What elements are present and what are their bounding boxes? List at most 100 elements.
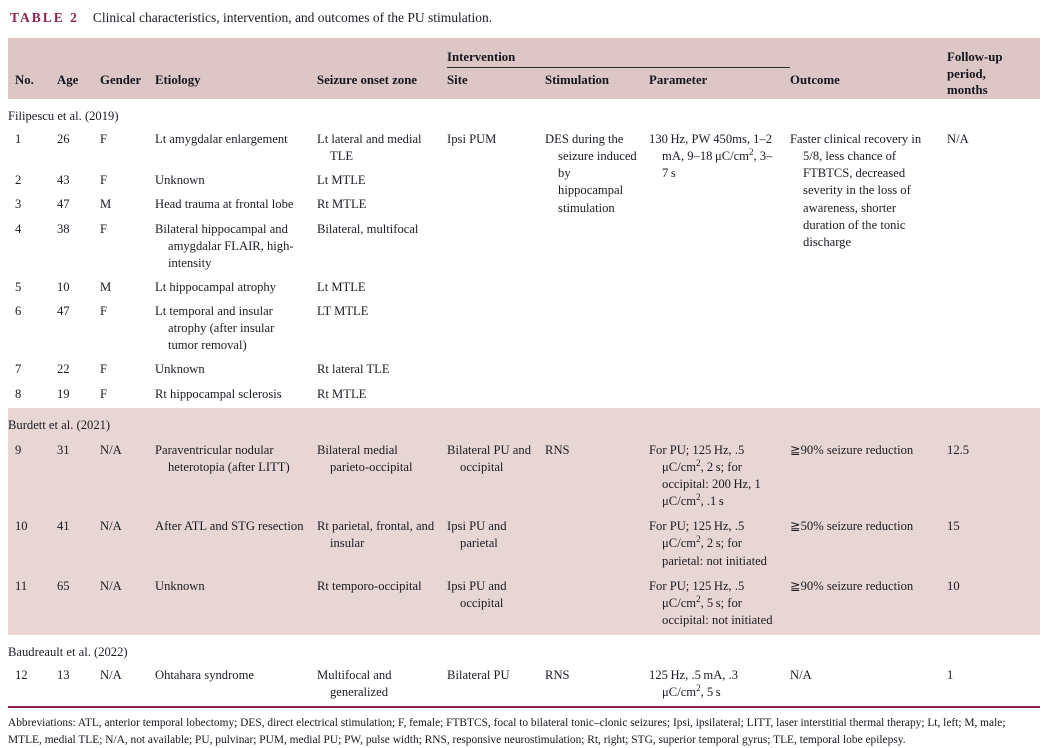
cell-seizure-onset-zone: Lt lateral and medial TLE <box>317 132 422 164</box>
cell-age: 26 <box>57 132 70 146</box>
cell-followup-months: 1 <box>947 668 954 683</box>
cell-etiology: Rt hippocampal sclerosis <box>155 386 282 401</box>
header-outcome: Outcome <box>790 73 840 88</box>
cell-gender: F <box>100 304 108 318</box>
cell-gender: F <box>100 386 108 401</box>
table-row: 2 43 F Unknown Lt MTLE <box>8 170 1040 194</box>
cell-seizure-onset-zone: Rt MTLE <box>317 197 367 212</box>
header-group-row: Intervention Follow-up period, months <box>8 38 1040 97</box>
cell-gender: N/A <box>100 442 122 457</box>
cell-site: Ipsi PU and parietal <box>447 519 507 551</box>
cell-no: 6 <box>15 304 22 318</box>
cell-seizure-onset-zone: Rt MTLE <box>317 386 367 401</box>
cell-age: 19 <box>57 386 70 401</box>
header-stimulation: Stimulation <box>545 73 610 88</box>
cell-etiology: Head trauma at frontal lobe <box>155 197 294 212</box>
cell-seizure-onset-zone: Multifocal and generalized <box>317 668 392 700</box>
cell-etiology: Bilateral hippocampal and amygdalar FLAI… <box>155 221 294 270</box>
cell-site: Ipsi PUM <box>447 132 497 146</box>
cell-stimulation: RNS <box>545 668 570 683</box>
header-site: Site <box>447 73 468 88</box>
table-title: TABLE 2 Clinical characteristics, interve… <box>10 10 1040 26</box>
cell-seizure-onset-zone: Lt MTLE <box>317 173 366 188</box>
cell-age: 13 <box>57 668 70 683</box>
cell-followup-months: 15 <box>947 519 960 534</box>
cell-seizure-onset-zone: LT MTLE <box>317 304 369 318</box>
cell-seizure-onset-zone: Bilateral, multifocal <box>317 221 419 236</box>
cell-age: 38 <box>57 221 70 236</box>
cell-stimulation: DES during the seizure induced by hippoc… <box>545 132 637 215</box>
cell-age: 22 <box>57 362 70 377</box>
cell-etiology: Lt temporal and insular atrophy (after i… <box>155 304 275 353</box>
cell-seizure-onset-zone: Bilateral medial parieto-occipital <box>317 442 413 474</box>
table-section: Burdett et al. (2021) 9 31 N/A Paraventricul… <box>8 407 1041 635</box>
cell-etiology: Ohtahara syndrome <box>155 668 254 683</box>
table-row: 6 47 F Lt temporal and insular atrophy (aft… <box>8 301 1040 359</box>
cell-seizure-onset-zone: Rt lateral TLE <box>317 362 390 377</box>
cell-no: 5 <box>15 279 22 294</box>
cell-gender: N/A <box>100 668 122 683</box>
header-no: No. <box>15 73 34 88</box>
cell-age: 43 <box>57 173 70 188</box>
header-gender: Gender <box>100 73 142 88</box>
cell-outcome: Faster clinical recovery in 5/8, less ch… <box>790 132 922 249</box>
cell-no: 8 <box>15 386 22 401</box>
header-intervention-group: Intervention <box>447 38 791 69</box>
section-source: Baudreault et al. (2022) <box>8 645 128 659</box>
table-row: 4 38 F Bilateral hippocampal and amygdalar … <box>8 219 1040 277</box>
table-row: 9 31 N/A Paraventricular nodular heterotopi… <box>8 440 1040 517</box>
cell-seizure-onset-zone: Rt parietal, frontal, and insular <box>317 519 435 551</box>
header-seizure-onset-zone: Seizure onset zone <box>317 73 417 88</box>
header-etiology: Etiology <box>155 73 201 88</box>
section-source: Filipescu et al. (2019) <box>8 108 119 123</box>
cell-etiology: Paraventricular nodular heterotopia (aft… <box>155 442 290 474</box>
cell-site: Ipsi PU and occipital <box>447 578 507 610</box>
cell-gender: M <box>100 197 112 212</box>
section-header-row: Burdett et al. (2021) <box>8 408 1040 440</box>
table-row: 5 10 M Lt hippocampal atrophy Lt MTLE <box>8 277 1040 301</box>
table-row: 11 65 N/A Unknown Rt temporo-occipital Ipsi P… <box>8 576 1040 635</box>
cell-parameter: For PU; 125 Hz, .5 μC/cm2, 2 s; for pari… <box>649 519 767 568</box>
cell-age: 41 <box>57 519 70 534</box>
cell-no: 9 <box>15 442 22 457</box>
table-caption: Clinical characteristics, intervention, … <box>92 10 493 25</box>
cell-age: 10 <box>57 279 70 294</box>
cell-seizure-onset-zone: Lt MTLE <box>317 279 366 294</box>
cell-no: 10 <box>15 519 28 534</box>
cell-gender: N/A <box>100 578 122 593</box>
table-row: 3 47 M Head trauma at frontal lobe Rt MTLE <box>8 194 1040 218</box>
cell-age: 65 <box>57 578 70 593</box>
cell-etiology: Lt amygdalar enlargement <box>155 132 288 146</box>
cell-etiology: Unknown <box>155 362 205 377</box>
cell-outcome: ≧90% seizure reduction <box>790 442 914 457</box>
cell-followup-months: 12.5 <box>947 442 970 457</box>
table-row: 8 19 F Rt hippocampal sclerosis Rt MTLE <box>8 384 1040 408</box>
header-age: Age <box>57 73 79 88</box>
table-section: Filipescu et al. (2019) 1 26 F Lt amygdalar … <box>8 99 1040 408</box>
cell-no: 7 <box>15 362 22 377</box>
cell-etiology: After ATL and STG resection <box>155 519 304 534</box>
table-row: 10 41 N/A After ATL and STG resection Rt par… <box>8 516 1040 575</box>
cell-gender: F <box>100 221 108 236</box>
cell-age: 47 <box>57 197 70 212</box>
cell-no: 2 <box>15 173 22 188</box>
cell-etiology: Unknown <box>155 578 205 593</box>
cell-site: Bilateral PU and occipital <box>447 442 531 474</box>
cell-site: Bilateral PU <box>447 668 510 683</box>
cell-followup-months: 10 <box>947 578 960 593</box>
header-spacer <box>8 38 447 68</box>
cell-gender: F <box>100 173 108 188</box>
cell-gender: F <box>100 362 108 377</box>
cell-etiology: Lt hippocampal atrophy <box>155 279 277 294</box>
cell-outcome: ≧90% seizure reduction <box>790 578 914 593</box>
cell-no: 4 <box>15 221 22 236</box>
cell-no: 12 <box>15 668 28 683</box>
cell-parameter: For PU; 125 Hz, .5 μC/cm2, 2 s; for occi… <box>649 442 764 509</box>
cell-etiology: Unknown <box>155 173 205 188</box>
table-section: Baudreault et al. (2022) 12 13 N/A Ohtahara … <box>8 635 1040 707</box>
cell-no: 1 <box>15 132 22 146</box>
cell-parameter: 130 Hz, PW 450ms, 1–2 mA, 9–18 μC/cm2, 3… <box>649 132 775 181</box>
table-row: 12 13 N/A Ohtahara syndrome Multifocal and g… <box>8 665 1040 707</box>
cell-parameter: 125 Hz, .5 mA, .3 μC/cm2, 5 s <box>649 668 741 700</box>
